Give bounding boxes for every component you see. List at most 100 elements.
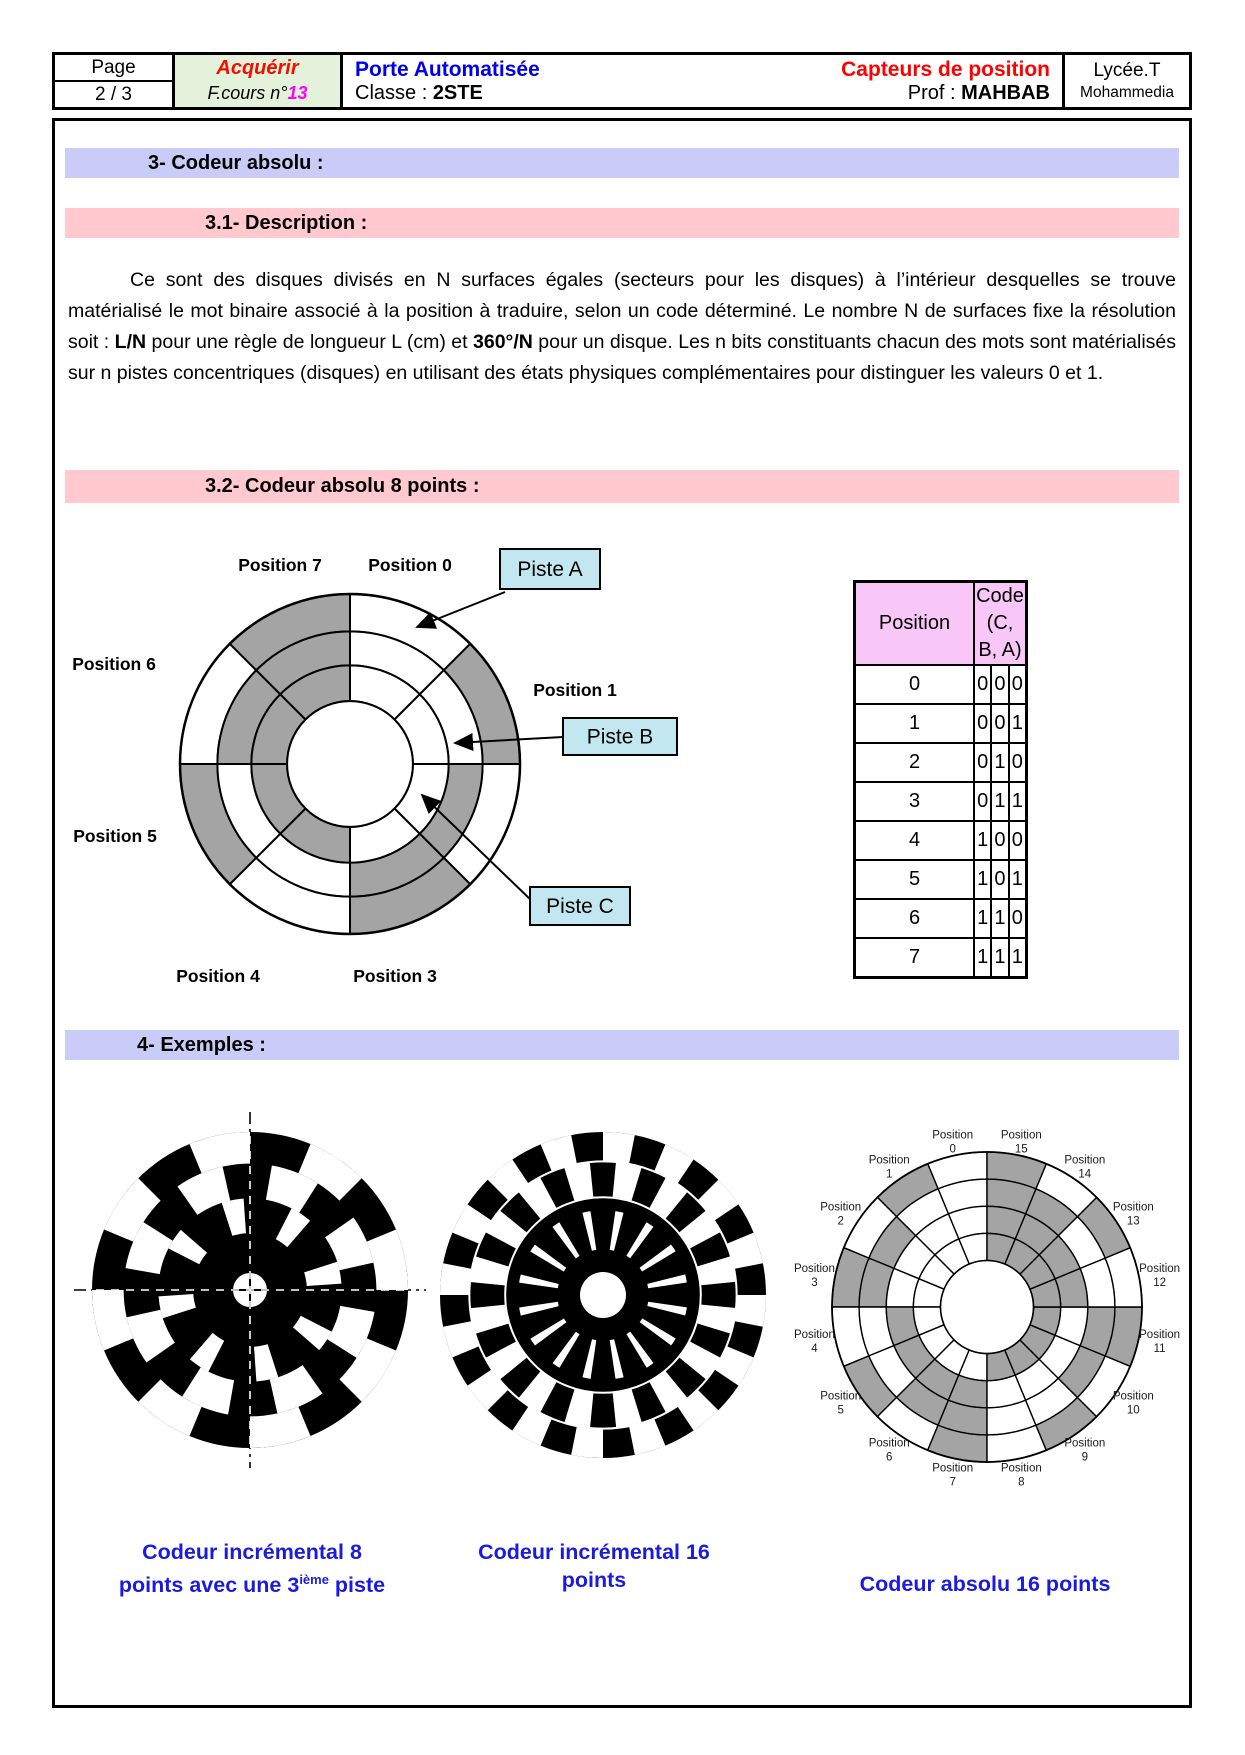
document-title: Porte Automatisée (355, 58, 540, 81)
track-c-slot (189, 1332, 225, 1372)
track-b-slot (327, 1305, 375, 1358)
bit-cell: 0 (1007, 664, 1028, 705)
bit-cell: 0 (990, 703, 1010, 744)
track-c-slot (639, 1318, 676, 1346)
position-label: Position (820, 1390, 861, 1402)
bit-cell: 1 (972, 820, 993, 861)
track-a-slot (726, 1232, 763, 1269)
position-label: Position 4 (176, 966, 260, 986)
track-b-slot (612, 1388, 642, 1428)
caption1-line1: Codeur incrémental 8 (142, 1540, 362, 1564)
track-a-slot (571, 1426, 603, 1458)
position-label: Position 6 (72, 654, 156, 674)
description-paragraph: Ce sont des disques divisés en N surface… (68, 265, 1176, 389)
position-label: Position 5 (73, 826, 157, 846)
caption1-line2-post: piste (328, 1573, 386, 1598)
incremental-encoder-8-disk (74, 1112, 426, 1468)
header-school-cell: Lycée.T Mohammedia (1065, 55, 1189, 107)
bit-cell: 0 (1007, 742, 1028, 783)
track-c-slot (609, 1211, 624, 1251)
position-number: 13 (1127, 1216, 1140, 1228)
code-header-line2: (C, B, A) (978, 612, 1022, 661)
track-c-slot (530, 1318, 567, 1346)
track-a-slot (92, 1290, 134, 1351)
track-a-slot (654, 1144, 694, 1184)
track-b-slot (612, 1162, 642, 1202)
disk-outline (831, 1151, 1143, 1463)
bit-cell: 0 (990, 859, 1010, 900)
position-label: Position 7 (238, 555, 322, 575)
track-separator (504, 1196, 702, 1394)
track-a-slot (452, 1204, 492, 1244)
subject-title: Capteurs de position (841, 58, 1050, 81)
track-a-slot (540, 1135, 577, 1172)
position-number: 8 (1018, 1477, 1024, 1489)
piste-label: Piste A (517, 558, 582, 581)
content-frame: 3- Codeur absolu : 3.1- Description : Ce… (52, 118, 1192, 1708)
track-b-slot (696, 1256, 736, 1286)
position-label: Position (932, 1463, 973, 1475)
caption-incremental-8: Codeur incrémental 8 points avec une 3iè… (62, 1538, 442, 1599)
track-c-slot (639, 1244, 676, 1272)
position-label: Position (1139, 1263, 1180, 1275)
bit-cell: 1 (972, 898, 993, 939)
track-c-slot (647, 1301, 687, 1316)
position-cell: 0 (853, 664, 975, 705)
bit-cell: 1 (1007, 703, 1028, 744)
track-b-slot (678, 1341, 721, 1380)
position-label: Position (1001, 1463, 1042, 1475)
bit-cell: 1 (972, 859, 993, 900)
section-3-2-heading: 3.2- Codeur absolu 8 points : (65, 470, 1179, 503)
position-number: 7 (949, 1477, 955, 1489)
track-b-slot (470, 1304, 510, 1334)
track-b-slot (182, 1367, 235, 1415)
bit-cell: 0 (1007, 898, 1028, 939)
track-c-slot (552, 1331, 580, 1368)
section-4-heading: 4- Exemples : (65, 1030, 1179, 1060)
track-c-slot (647, 1274, 687, 1289)
position-label: Position 3 (353, 966, 437, 986)
position-number: 11 (1154, 1343, 1166, 1355)
track-a-slot (104, 1178, 161, 1242)
description-text: pour une règle de longueur L (cm) et (146, 330, 474, 353)
position-label: Position (869, 1437, 910, 1449)
position-cell: 1 (853, 703, 975, 744)
bit-cell: 0 (990, 820, 1010, 861)
caption1-superscript: ième (299, 1572, 329, 1587)
bit-cell: 1 (990, 742, 1010, 783)
position-label: Position (1001, 1129, 1042, 1141)
caption-incremental-16: Codeur incrémental 16 points (424, 1538, 764, 1594)
disk-hub (580, 1272, 626, 1318)
caption2-line2: points (561, 1568, 627, 1592)
track-c-slot (582, 1339, 597, 1379)
position-number: 14 (1078, 1169, 1091, 1181)
prof-label: Prof : (907, 82, 962, 104)
school-name: Lycée.T (1093, 60, 1161, 81)
prof-line: Prof : MAHBAB (908, 82, 1050, 105)
piste-label: Piste B (587, 726, 654, 749)
activity-label: Acquérir (216, 57, 299, 79)
position-cell: 6 (853, 898, 975, 939)
header-course-cell: Acquérir F.cours n°13 (175, 55, 343, 107)
position-number: 15 (1015, 1143, 1028, 1155)
bit-cell: 1 (1007, 937, 1028, 979)
track-c-slot (292, 1315, 332, 1351)
position-number: 5 (837, 1404, 843, 1416)
track-b-slot (649, 1177, 688, 1220)
header-page-cell: Page 2 / 3 (55, 55, 175, 107)
bit-cell: 0 (972, 664, 993, 705)
description-text: L/N (114, 330, 147, 353)
encoder8-outline (178, 592, 522, 936)
track-a-slot (339, 1338, 396, 1402)
track-b-slot (564, 1388, 594, 1428)
track-c-slot (582, 1211, 597, 1251)
position-label: Position (794, 1263, 835, 1275)
bit-cell: 0 (972, 703, 993, 744)
page-label: Page (55, 55, 172, 82)
position-number: 10 (1127, 1404, 1140, 1416)
